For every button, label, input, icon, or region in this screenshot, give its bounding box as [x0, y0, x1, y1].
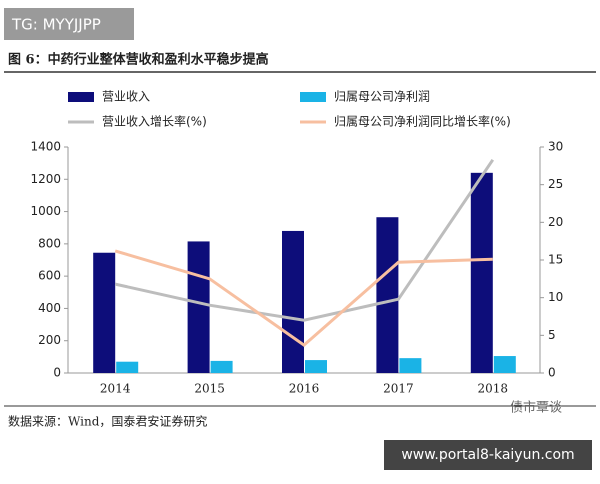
footer-url: www.portal8-kaiyun.com	[401, 447, 574, 463]
line	[114, 158, 495, 322]
y-tick-label: 800	[38, 236, 61, 250]
legend-swatch	[300, 92, 326, 102]
y-tick-label: 1400	[30, 140, 61, 154]
bar	[470, 172, 493, 373]
figure-title: 图 6：中药行业整体营收和盈利水平稳步提高	[8, 52, 269, 68]
bar	[493, 356, 516, 373]
x-tick-label: 2016	[289, 382, 320, 396]
legend-swatch	[68, 92, 94, 102]
legend-label: 营业收入	[102, 90, 150, 104]
y-tick-label: 1000	[30, 204, 61, 218]
y-tick-label: 600	[38, 269, 61, 283]
bar	[399, 358, 422, 373]
y-tick-label: 1200	[30, 172, 61, 186]
bar	[93, 252, 116, 373]
bar	[116, 361, 139, 373]
y2-tick-label: 0	[548, 366, 556, 380]
x-tick-label: 2018	[478, 382, 509, 396]
corner-watermark: 债市覃谈	[510, 400, 562, 416]
bar	[282, 230, 304, 373]
x-tick-label: 2014	[100, 382, 131, 396]
legend-label: 归属母公司净利润同比增长率(%)	[334, 114, 511, 129]
y2-tick-label: 25	[548, 177, 563, 191]
y2-tick-label: 20	[548, 215, 563, 229]
legend-label: 归属母公司净利润	[334, 90, 430, 104]
x-tick-label: 2017	[383, 382, 414, 396]
y-tick-label: 200	[38, 333, 61, 347]
watermark: TG: MYYJJPP	[11, 16, 101, 34]
bar	[210, 360, 233, 373]
line	[114, 249, 493, 348]
source: 数据来源：Wind，国泰君安证券研究	[8, 414, 207, 429]
bar	[376, 217, 399, 373]
bar	[305, 360, 327, 373]
x-tick-label: 2015	[194, 382, 225, 396]
y2-tick-label: 30	[548, 140, 563, 154]
watermark-box	[4, 8, 134, 40]
y-tick-label: 400	[38, 301, 61, 315]
y-tick-label: 0	[53, 366, 61, 380]
y2-tick-label: 5	[548, 328, 556, 342]
bar	[187, 241, 210, 373]
chart: 0 200 400 600 800 1000 1200 1400 0 5 10 15 20 25 30 201…	[30, 90, 563, 396]
y2-tick-label: 15	[548, 253, 563, 267]
y2-tick-label: 10	[548, 290, 563, 304]
footer-box	[384, 440, 592, 470]
legend-label: 营业收入增长率(%)	[102, 114, 207, 129]
